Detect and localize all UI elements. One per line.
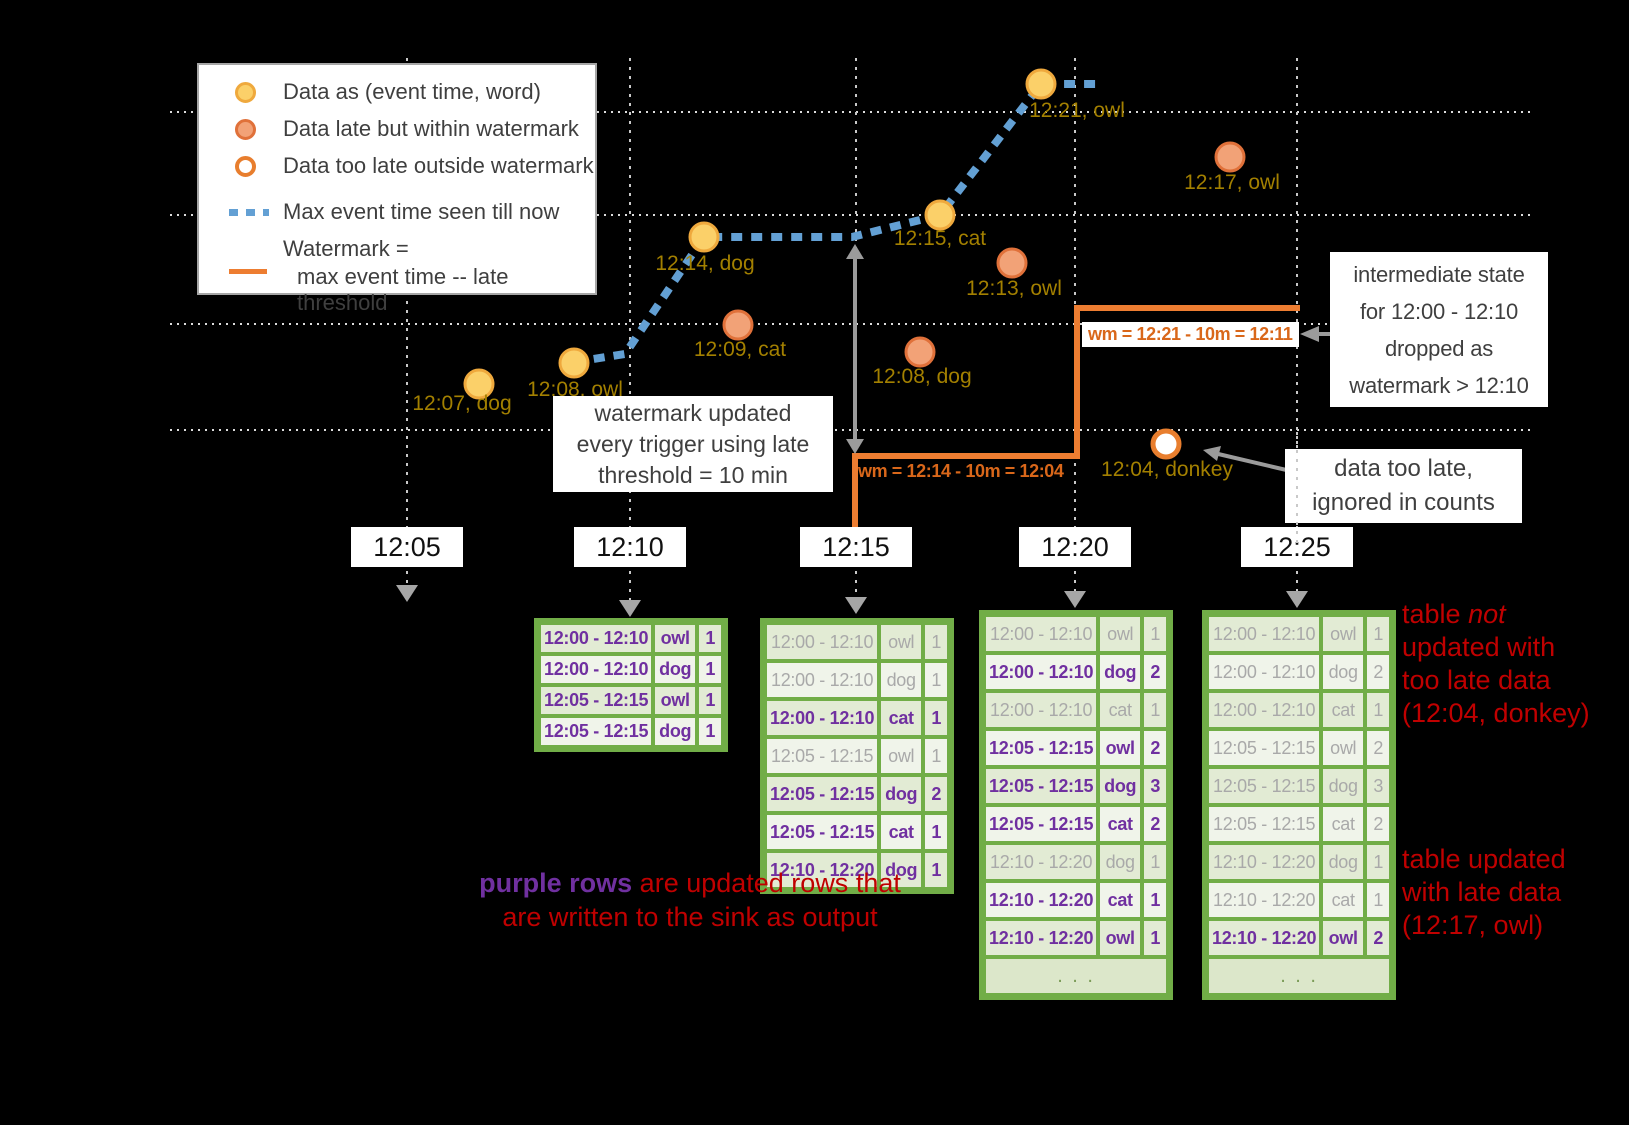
table-row: 12:10 - 12:20 cat 1 xyxy=(986,883,1167,917)
legend-item-late: Data late but within watermark xyxy=(229,116,595,142)
point-label: 12:08, dog xyxy=(872,365,972,388)
legend-item-max-event-time: Max event time seen till now xyxy=(229,199,595,225)
watermark-value-2: wm = 12:21 - 10m = 12:11 xyxy=(1082,322,1299,347)
table-row: 12:00 - 12:10 owl 1 xyxy=(1209,617,1390,651)
blue-dotted-line-icon xyxy=(229,208,269,216)
data-points xyxy=(463,68,1246,460)
point-12-08-dog xyxy=(904,336,936,368)
callout-intermediate-state: intermediate state for 12:00 - 12:10 dro… xyxy=(1330,252,1548,407)
table-row: 12:05 - 12:15 owl 2 xyxy=(1209,731,1390,765)
result-table-12-25: 12:00 - 12:10 owl 1 12:00 - 12:10 dog 2 12:0… xyxy=(1202,610,1397,1000)
point-12-07-dog xyxy=(463,368,495,400)
watermark-line xyxy=(852,305,1300,528)
point-12-17-owl xyxy=(1214,141,1246,173)
point-label: 12:14, dog xyxy=(655,252,755,275)
table-row: 12:05 - 12:15 owl 1 xyxy=(767,739,948,773)
result-table-12-10: 12:00 - 12:10 owl 1 12:00 - 12:10 dog 1 12:0… xyxy=(534,618,729,752)
tick-12-15: 12:15 xyxy=(800,527,912,567)
point-label: 12:04, donkey xyxy=(1101,458,1233,481)
note-not-updated: table not updated with too late data (12… xyxy=(1402,599,1590,728)
table-row: 12:10 - 12:20 owl 2 xyxy=(1209,921,1390,955)
legend-label: Data late but within watermark xyxy=(283,116,579,141)
point-label: 12:07, dog xyxy=(412,392,512,415)
table-row: 12:05 - 12:15 owl 1 xyxy=(541,687,722,714)
late-threshold-arrow xyxy=(846,244,864,454)
open-circle-icon xyxy=(229,155,269,177)
table-row: 12:05 - 12:15 cat 2 xyxy=(1209,807,1390,841)
too-late-arrow xyxy=(1203,446,1296,474)
legend-label: Max event time seen till now xyxy=(283,199,560,224)
table-row: 12:00 - 12:10 owl 1 xyxy=(767,625,948,659)
table-row: 12:00 - 12:10 cat 1 xyxy=(767,701,948,735)
legend-item-watermark-formula: max event time -- late threshold xyxy=(243,264,595,316)
table-row: 12:05 - 12:15 dog 1 xyxy=(541,718,722,745)
tick-12-05: 12:05 xyxy=(351,527,463,567)
table-row: 12:00 - 12:10 dog 1 xyxy=(541,656,722,683)
table-row: 12:00 - 12:10 owl 1 xyxy=(541,625,722,652)
table-row: 12:00 - 12:10 cat 1 xyxy=(1209,693,1390,727)
table-row: 12:00 - 12:10 dog 1 xyxy=(767,663,948,697)
salmon-circle-icon xyxy=(229,118,269,140)
point-12-13-owl xyxy=(996,247,1028,279)
point-12-08-owl xyxy=(558,347,590,379)
note-updated-late: table updated with late data (12:17, owl… xyxy=(1402,844,1566,940)
table-row: 12:05 - 12:15 dog 3 xyxy=(986,769,1167,803)
point-label: 12:15, cat xyxy=(893,227,987,250)
table-row: 12:10 - 12:20 cat 1 xyxy=(1209,883,1390,917)
table-row: 12:10 - 12:20 owl 1 xyxy=(986,921,1167,955)
legend-item-too-late: Data too late outside watermark xyxy=(229,153,595,179)
point-label: 12:08, owl xyxy=(527,378,623,401)
table-row: 12:00 - 12:10 dog 2 xyxy=(986,655,1167,689)
table-row: 12:10 - 12:20 dog 1 xyxy=(986,845,1167,879)
point-12-15-cat xyxy=(924,199,956,231)
point-label: 12:13, owl xyxy=(966,277,1062,300)
legend-label: Watermark = xyxy=(283,236,409,261)
table-row: 12:05 - 12:15 dog 3 xyxy=(1209,769,1390,803)
table-row: 12:00 - 12:10 dog 2 xyxy=(1209,655,1390,689)
legend-label: max event time -- late threshold xyxy=(297,264,509,315)
table-more-row: . . . xyxy=(1209,959,1390,993)
point-label: 12:17, owl xyxy=(1184,171,1280,194)
point-12-04-donkey xyxy=(1150,428,1182,460)
trigger-arrowheads xyxy=(396,585,1308,617)
point-label: 12:21, owl xyxy=(1029,99,1125,122)
tick-12-25: 12:25 xyxy=(1241,527,1353,567)
legend-label: Data too late outside watermark xyxy=(283,153,594,178)
max-event-time-line xyxy=(573,80,1098,366)
result-table-12-20: 12:00 - 12:10 owl 1 12:00 - 12:10 dog 2 12:0… xyxy=(979,610,1174,1000)
point-12-14-dog xyxy=(688,221,720,253)
callout-data-too-late: data too late, ignored in counts xyxy=(1285,449,1522,523)
table-row: 12:05 - 12:15 cat 1 xyxy=(767,815,948,849)
result-table-12-15: 12:00 - 12:10 owl 1 12:00 - 12:10 dog 1 12:0… xyxy=(760,618,955,894)
point-label: 12:09, cat xyxy=(693,338,787,361)
tick-12-20: 12:20 xyxy=(1019,527,1131,567)
note-purple-rows: purple rows are updated rows that are wr… xyxy=(479,868,901,932)
table-more-row: . . . xyxy=(986,959,1167,993)
table-row: 12:05 - 12:15 owl 2 xyxy=(986,731,1167,765)
watermark-value-1: wm = 12:14 - 10m = 12:04 xyxy=(858,461,1064,481)
table-row: 12:10 - 12:20 dog 1 xyxy=(767,853,948,887)
orange-line-icon xyxy=(229,269,267,274)
table-row: 12:05 - 12:15 cat 2 xyxy=(986,807,1167,841)
legend: Data as (event time, word) Data late but… xyxy=(197,63,597,315)
table-row: 12:05 - 12:15 dog 2 xyxy=(767,777,948,811)
point-12-09-cat xyxy=(722,309,754,341)
legend-item-on-time: Data as (event time, word) xyxy=(229,79,595,105)
legend-item-watermark: Watermark = xyxy=(229,236,595,262)
legend-label: Data as (event time, word) xyxy=(283,79,541,104)
yellow-circle-icon xyxy=(229,81,269,103)
tick-12-10: 12:10 xyxy=(574,527,686,567)
table-row: 12:00 - 12:10 owl 1 xyxy=(986,617,1167,651)
table-row: 12:10 - 12:20 dog 1 xyxy=(1209,845,1390,879)
point-12-21-owl xyxy=(1025,68,1057,100)
callout-watermark-updated: watermark updated every trigger using la… xyxy=(553,396,833,492)
table-row: 12:00 - 12:10 cat 1 xyxy=(986,693,1167,727)
